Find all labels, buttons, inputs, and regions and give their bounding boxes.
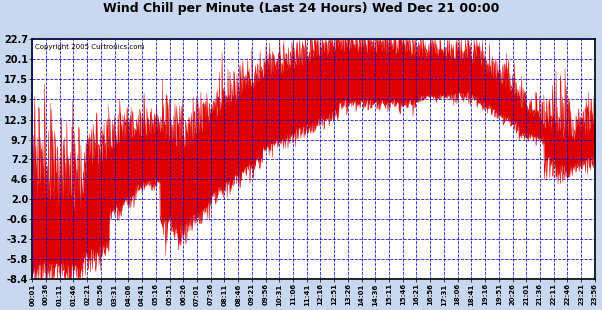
- Text: Copyright 2005 Curtronics.com: Copyright 2005 Curtronics.com: [35, 44, 144, 50]
- Text: Wind Chill per Minute (Last 24 Hours) Wed Dec 21 00:00: Wind Chill per Minute (Last 24 Hours) We…: [103, 2, 499, 15]
